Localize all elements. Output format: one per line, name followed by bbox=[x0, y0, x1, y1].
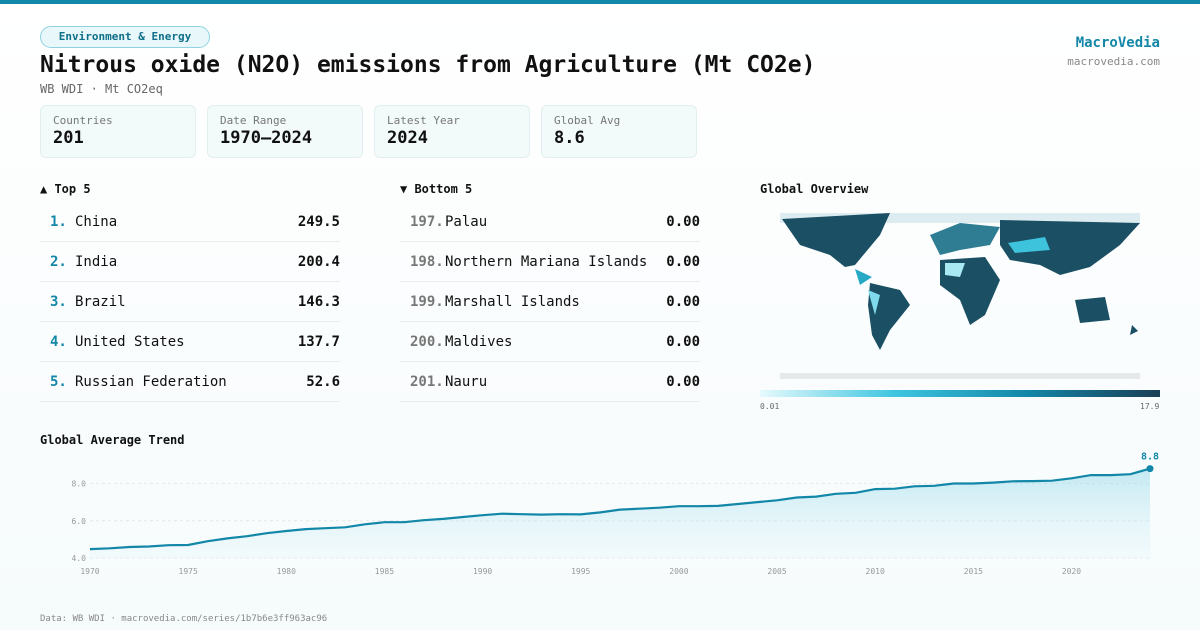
stat-card: Latest Year 2024 bbox=[374, 105, 530, 158]
brand[interactable]: MacroVedia bbox=[1075, 35, 1160, 51]
country-name: Northern Mariana Islands bbox=[445, 254, 648, 270]
stat-label: Countries bbox=[53, 114, 113, 127]
top-heading: ▲ Top 5 bbox=[40, 182, 91, 196]
brand-url[interactable]: macrovedia.com bbox=[1067, 55, 1160, 68]
scale-min: 0.01 bbox=[760, 402, 780, 411]
stat-card: Global Avg 8.6 bbox=[541, 105, 697, 158]
stat-label: Date Range bbox=[220, 114, 287, 127]
sahara bbox=[945, 263, 965, 277]
chart-title: Global Average Trend bbox=[40, 433, 185, 447]
country-name: India bbox=[75, 254, 118, 270]
rank: 201. bbox=[410, 374, 444, 390]
central-america bbox=[855, 269, 872, 285]
arctic bbox=[780, 213, 1140, 223]
stat-value: 2024 bbox=[387, 128, 428, 148]
end-point bbox=[1146, 465, 1154, 473]
ranking-row[interactable]: 200. Maldives 0.00 bbox=[400, 321, 700, 362]
rank: 1. bbox=[50, 214, 67, 230]
country-value: 0.00 bbox=[666, 214, 700, 230]
new-zealand bbox=[1130, 325, 1138, 335]
stat-card: Countries 201 bbox=[40, 105, 196, 158]
ranking-row[interactable]: 197. Palau 0.00 bbox=[400, 201, 700, 242]
country-value: 0.00 bbox=[666, 294, 700, 310]
ranking-row[interactable]: 1. China 249.5 bbox=[40, 201, 340, 242]
top-bar bbox=[0, 0, 1200, 4]
area bbox=[90, 468, 1150, 558]
stat-label: Latest Year bbox=[387, 114, 460, 127]
x-tick-label: 2005 bbox=[767, 567, 786, 576]
rank: 3. bbox=[50, 294, 67, 310]
stat-card: Date Range 1970–2024 bbox=[207, 105, 363, 158]
rank: 200. bbox=[410, 334, 444, 350]
central-asia bbox=[1008, 237, 1050, 253]
subtitle: WB WDI · Mt CO2eq bbox=[40, 82, 163, 96]
rank: 4. bbox=[50, 334, 67, 350]
ranking-row[interactable]: 201. Nauru 0.00 bbox=[400, 361, 700, 402]
ranking-row[interactable]: 3. Brazil 146.3 bbox=[40, 281, 340, 322]
ranking-row[interactable]: 4. United States 137.7 bbox=[40, 321, 340, 362]
x-tick-label: 1985 bbox=[375, 567, 394, 576]
stat-value: 8.6 bbox=[554, 128, 585, 148]
country-value: 0.00 bbox=[666, 254, 700, 270]
ranking-row[interactable]: 2. India 200.4 bbox=[40, 241, 340, 282]
stat-value: 201 bbox=[53, 128, 84, 148]
ranking-row[interactable]: 5. Russian Federation 52.6 bbox=[40, 361, 340, 402]
europe bbox=[930, 223, 1000, 255]
ranking-row[interactable]: 199. Marshall Islands 0.00 bbox=[400, 281, 700, 322]
x-tick-label: 1975 bbox=[179, 567, 198, 576]
x-tick-label: 1990 bbox=[473, 567, 492, 576]
x-tick-label: 1980 bbox=[277, 567, 296, 576]
stat-label: Global Avg bbox=[554, 114, 621, 127]
country-value: 52.6 bbox=[306, 374, 340, 390]
country-name: China bbox=[75, 214, 118, 230]
country-value: 137.7 bbox=[297, 334, 340, 350]
rank: 5. bbox=[50, 374, 67, 390]
page-title: Nitrous oxide (N2O) emissions from Agric… bbox=[40, 52, 816, 78]
country-value: 200.4 bbox=[297, 254, 340, 270]
country-value: 249.5 bbox=[297, 214, 340, 230]
asia bbox=[1000, 220, 1140, 275]
x-tick-label: 1995 bbox=[571, 567, 590, 576]
country-name: Brazil bbox=[75, 294, 126, 310]
country-value: 0.00 bbox=[666, 334, 700, 350]
antarctica bbox=[780, 373, 1140, 379]
x-tick-label: 2000 bbox=[669, 567, 688, 576]
country-name: Russian Federation bbox=[75, 374, 227, 390]
x-tick-label: 2020 bbox=[1062, 567, 1081, 576]
country-name: Maldives bbox=[445, 334, 513, 350]
color-scale bbox=[760, 390, 1160, 397]
rank: 2. bbox=[50, 254, 67, 270]
australia bbox=[1075, 297, 1110, 323]
rank: 198. bbox=[410, 254, 444, 270]
bottom-heading: ▼ Bottom 5 bbox=[400, 182, 473, 196]
country-value: 0.00 bbox=[666, 374, 700, 390]
x-tick-label: 2015 bbox=[964, 567, 983, 576]
country-name: United States bbox=[75, 334, 185, 350]
andes bbox=[868, 290, 880, 315]
rank: 197. bbox=[410, 214, 444, 230]
north-america bbox=[782, 213, 890, 267]
x-tick-label: 2010 bbox=[866, 567, 885, 576]
y-tick-label: 6.0 bbox=[72, 517, 87, 526]
country-value: 146.3 bbox=[297, 294, 340, 310]
y-tick-label: 8.0 bbox=[72, 480, 87, 489]
scale-max: 17.9 bbox=[1140, 402, 1160, 411]
ranking-row[interactable]: 198. Northern Mariana Islands 0.00 bbox=[400, 241, 700, 282]
line bbox=[89, 467, 1151, 551]
map-title: Global Overview bbox=[760, 182, 869, 196]
country-name: Marshall Islands bbox=[445, 294, 580, 310]
stat-value: 1970–2024 bbox=[220, 128, 313, 148]
trend-chart: 4.0 6.0 8.0 1970 1975 1980 1985 1990 1995 2000 200… bbox=[72, 452, 1159, 576]
world-map bbox=[780, 213, 1140, 379]
y-tick-label: 4.0 bbox=[72, 554, 87, 563]
footer: Data: WB WDI · macrovedia.com/series/1b7… bbox=[40, 614, 328, 624]
country-name: Palau bbox=[445, 214, 488, 230]
end-label: 8.8 bbox=[1141, 452, 1159, 463]
country-name: Nauru bbox=[445, 374, 488, 390]
category-tag[interactable]: Environment & Energy bbox=[40, 26, 210, 48]
rank: 199. bbox=[410, 294, 444, 310]
x-tick-label: 1970 bbox=[80, 567, 99, 576]
